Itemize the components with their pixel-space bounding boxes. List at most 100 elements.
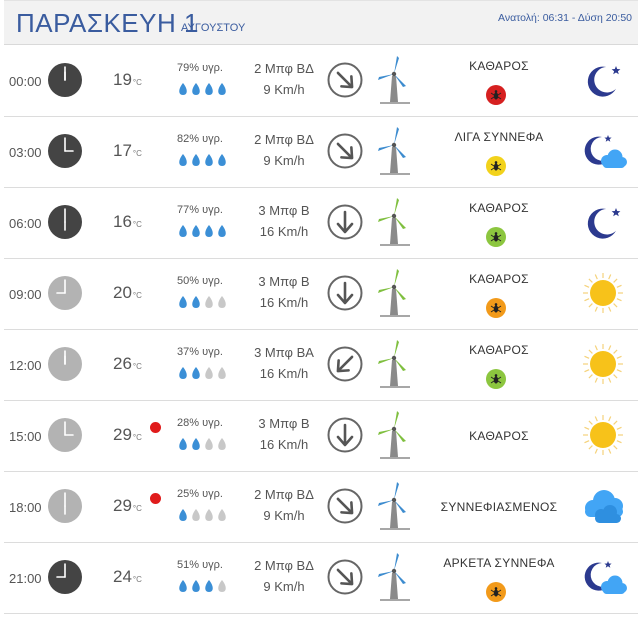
celsius-unit: °C (132, 362, 142, 371)
clock-icon (47, 346, 83, 382)
row-wind-beaufort: 2 Μπφ ΒΔ (254, 558, 314, 573)
clock-icon (47, 275, 83, 311)
humidity-drops-icon (177, 508, 229, 522)
humidity-drops-icon (177, 295, 229, 309)
row-humidity: 51% υγρ. (177, 559, 223, 571)
mosquito-icon (485, 84, 507, 106)
row-wind-speed: 16 Km/h (259, 437, 309, 452)
wind-turbine-icon (376, 125, 412, 177)
wind-direction-icon (327, 62, 363, 98)
wind-turbine-icon (376, 338, 412, 390)
row-humidity: 50% υγρ. (177, 275, 223, 287)
row-wind-speed: 9 Km/h (263, 508, 305, 523)
moon-cloud-icon (579, 555, 627, 599)
row-time: 12:00 (9, 358, 42, 373)
clock-icon (47, 559, 83, 595)
forecast-row: 21:00 24°C 51% υγρ. 2 Μπφ ΒΔ 9 Km/h ΑΡΚΕΤΑ … (4, 543, 638, 614)
temperature-value: 24 (113, 567, 132, 586)
celsius-unit: °C (132, 575, 142, 584)
celsius-unit: °C (132, 149, 142, 158)
row-temperature: 16°C (113, 212, 142, 232)
celsius-unit: °C (132, 433, 142, 442)
row-time: 00:00 (9, 74, 42, 89)
heat-alert-dot (150, 493, 161, 504)
row-wind-beaufort: 3 Μπφ Β (258, 274, 310, 289)
clock-icon (47, 133, 83, 169)
row-wind-beaufort: 3 Μπφ ΒΑ (254, 345, 314, 360)
day-header: ΠΑΡΑΣΚΕΥΗ 1 ΑΥΓΟΥΣΤΟΥ Ανατολή: 06:31 - Δ… (4, 0, 638, 45)
row-temperature: 17°C (113, 141, 142, 161)
forecast-row: 09:00 20°C 50% υγρ. 3 Μπφ Β 16 Km/h ΚΑΘΑΡΟΣ (4, 259, 638, 330)
row-humidity: 82% υγρ. (177, 133, 223, 145)
row-wind-speed: 9 Km/h (263, 153, 305, 168)
wind-direction-icon (327, 488, 363, 524)
wind-direction-icon (327, 559, 363, 595)
row-temperature: 19°C (113, 70, 142, 90)
clock-icon (47, 488, 83, 524)
celsius-unit: °C (132, 291, 142, 300)
row-sky-condition: ΑΡΚΕΤΑ ΣΥΝΝΕΦΑ (443, 556, 555, 570)
row-humidity: 25% υγρ. (177, 488, 223, 500)
mosquito-icon (485, 155, 507, 177)
humidity-drops-icon (177, 437, 229, 451)
wind-direction-icon (327, 275, 363, 311)
row-wind-speed: 16 Km/h (259, 366, 309, 381)
celsius-unit: °C (132, 504, 142, 513)
temperature-value: 29 (113, 496, 132, 515)
forecast-row: 18:00 29°C 25% υγρ. 2 Μπφ ΒΔ 9 Km/h ΣΥΝΝΕΦΙ… (4, 472, 638, 543)
row-wind-speed: 16 Km/h (259, 295, 309, 310)
row-sky-condition: ΚΑΘΑΡΟΣ (469, 429, 529, 443)
temperature-value: 17 (113, 141, 132, 160)
humidity-drops-icon (177, 366, 229, 380)
row-wind-speed: 9 Km/h (263, 82, 305, 97)
cloud-icon (579, 484, 627, 528)
wind-direction-icon (327, 417, 363, 453)
celsius-unit: °C (132, 78, 142, 87)
wind-turbine-icon (376, 480, 412, 532)
wind-direction-icon (327, 133, 363, 169)
sun-icon (579, 342, 627, 386)
row-time: 15:00 (9, 429, 42, 444)
row-humidity: 37% υγρ. (177, 346, 223, 358)
row-temperature: 20°C (113, 283, 142, 303)
celsius-unit: °C (132, 220, 142, 229)
row-wind-beaufort: 3 Μπφ Β (258, 416, 310, 431)
temperature-value: 29 (113, 425, 132, 444)
clock-icon (47, 204, 83, 240)
row-temperature: 24°C (113, 567, 142, 587)
row-time: 06:00 (9, 216, 42, 231)
row-wind-beaufort: 3 Μπφ Β (258, 203, 310, 218)
day-title: ΠΑΡΑΣΚΕΥΗ 1 (16, 8, 199, 38)
temperature-value: 16 (113, 212, 132, 231)
row-sky-condition: ΛΙΓΑ ΣΥΝΝΕΦΑ (454, 130, 544, 144)
humidity-drops-icon (177, 153, 229, 167)
row-time: 09:00 (9, 287, 42, 302)
wind-turbine-icon (376, 54, 412, 106)
row-humidity: 77% υγρ. (177, 204, 223, 216)
row-temperature: 29°C (113, 425, 142, 445)
row-wind-beaufort: 2 Μπφ ΒΔ (254, 132, 314, 147)
mosquito-icon (485, 297, 507, 319)
wind-turbine-icon (376, 551, 412, 603)
row-humidity: 28% υγρ. (177, 417, 223, 429)
clock-icon (47, 62, 83, 98)
row-wind-beaufort: 2 Μπφ ΒΔ (254, 61, 314, 76)
moon-cloud-icon (579, 129, 627, 173)
sunrise-sunset: Ανατολή: 06:31 - Δύση 20:50 (498, 12, 632, 24)
row-time: 18:00 (9, 500, 42, 515)
wind-turbine-icon (376, 267, 412, 319)
humidity-drops-icon (177, 579, 229, 593)
forecast-row: 06:00 16°C 77% υγρ. 3 Μπφ Β 16 Km/h ΚΑΘΑΡΟΣ (4, 188, 638, 259)
row-temperature: 29°C (113, 496, 142, 516)
wind-direction-icon (327, 204, 363, 240)
forecast-row: 12:00 26°C 37% υγρ. 3 Μπφ ΒΑ 16 Km/h ΚΑΘΑΡΟ… (4, 330, 638, 401)
moon-icon (579, 200, 627, 244)
sun-icon (579, 413, 627, 457)
mosquito-icon (485, 581, 507, 603)
mosquito-icon (485, 368, 507, 390)
temperature-value: 20 (113, 283, 132, 302)
moon-icon (579, 58, 627, 102)
wind-turbine-icon (376, 196, 412, 248)
forecast-row: 15:00 29°C 28% υγρ. 3 Μπφ Β 16 Km/h ΚΑΘΑΡΟΣ (4, 401, 638, 472)
clock-icon (47, 417, 83, 453)
